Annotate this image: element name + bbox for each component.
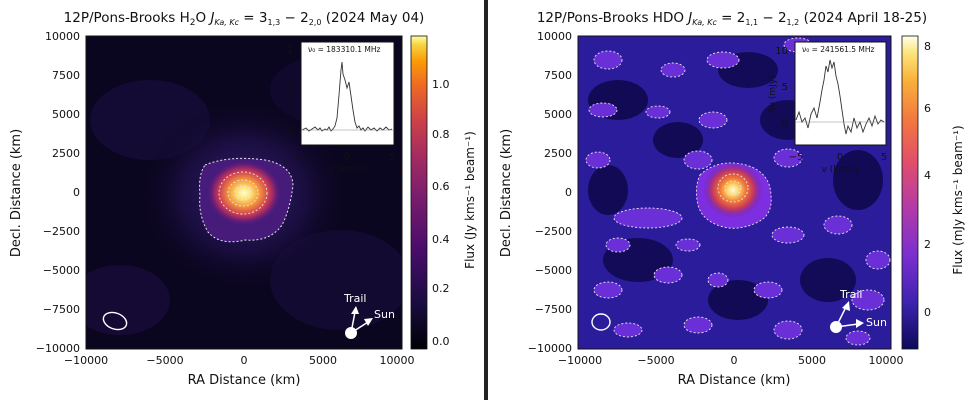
- inset-y-tick-10: 10: [775, 46, 788, 57]
- panel-divider: [484, 0, 488, 400]
- trail-label: Trail: [839, 288, 862, 301]
- x-tick: 0: [731, 354, 738, 367]
- trail-label: Trail: [343, 292, 366, 305]
- x-tick: −5000: [146, 354, 183, 367]
- cbar-tick: 0.2: [432, 282, 450, 295]
- x-tick: −10000: [558, 354, 602, 367]
- direction-arrows: Trail Sun: [343, 292, 395, 339]
- inset-y-tick-0: 0: [287, 126, 293, 137]
- inset-xlabel: v (km/s): [822, 165, 859, 175]
- colorbar-label: Flux (mJy kms⁻¹ beam⁻¹): [951, 125, 965, 274]
- sun-label: Sun: [374, 308, 395, 321]
- beam-ellipse: [102, 311, 128, 331]
- y-tick: 5000: [544, 108, 572, 121]
- y-axis-label: Decl. Distance (km): [9, 129, 24, 257]
- cbar-tick: 1.0: [432, 78, 450, 91]
- x-tick: 5000: [798, 354, 826, 367]
- cbar-tick: 0.0: [432, 335, 450, 348]
- x-tick: −5000: [637, 354, 674, 367]
- y-tick: 0: [73, 186, 80, 199]
- y-tick: 7500: [544, 69, 572, 82]
- inset-x-tick-0: 0: [344, 152, 350, 163]
- y-tick: −7500: [535, 303, 572, 316]
- inset-y-tick-1: 1: [287, 45, 293, 56]
- colorbar: [410, 35, 428, 350]
- direction-arrows: Trail Sun: [830, 288, 887, 333]
- cbar-tick: 8: [924, 40, 931, 53]
- inset-xlabel: v (km/s): [330, 165, 367, 175]
- y-tick: 2500: [52, 147, 80, 160]
- sun-label: Sun: [866, 316, 887, 329]
- cbar-tick: 0.8: [432, 128, 450, 141]
- y-tick: 2500: [544, 147, 572, 160]
- inset-x-tick-neg5: −5: [789, 152, 804, 163]
- x-axis-label: RA Distance (km): [678, 373, 791, 388]
- x-tick: 10000: [869, 354, 904, 367]
- y-axis-label: Decl. Distance (km): [499, 129, 514, 257]
- cbar-tick: 6: [924, 102, 931, 115]
- cbar-tick: 0.6: [432, 180, 450, 193]
- y-tick: 7500: [52, 69, 80, 82]
- h2o-map-panel: 12P/Pons-Brooks H2O JKa, Kc = 31,3 − 22,…: [0, 0, 484, 400]
- y-tick: 0: [565, 186, 572, 199]
- x-axis-label: RA Distance (km): [188, 373, 301, 388]
- h2o-flux-map: [86, 36, 402, 349]
- inset-ylabel: Sν (mJy): [768, 75, 778, 112]
- x-tick: 10000: [380, 354, 415, 367]
- beam-ellipse: [591, 313, 611, 331]
- inset-freq-label: ν₀ = 183310.1 MHz: [308, 45, 381, 54]
- cbar-tick: 0.4: [432, 233, 450, 246]
- y-tick: −10000: [36, 342, 80, 355]
- y-tick: −2500: [43, 225, 80, 238]
- inset-freq-label: ν₀ = 241561.5 MHz: [802, 45, 875, 54]
- cbar-tick: 0: [924, 306, 931, 319]
- h2o-spectrum-inset: ν₀ = 183310.1 MHz 1 0 Sν (Jy) −5 0 5 v (…: [285, 41, 395, 175]
- y-tick: 5000: [52, 108, 80, 121]
- y-tick: −7500: [43, 303, 80, 316]
- hdo-spectrum-inset: ν₀ = 241561.5 MHz 10 5 0 Sν (mJy) −5 0 5…: [768, 41, 887, 175]
- y-tick: −5000: [43, 264, 80, 277]
- x-tick: 0: [241, 354, 248, 367]
- inset-x-tick-5: 5: [389, 152, 395, 163]
- colorbar: [901, 35, 919, 350]
- inset-x-tick-5: 5: [881, 152, 887, 163]
- x-tick: −10000: [64, 354, 108, 367]
- y-tick: −5000: [535, 264, 572, 277]
- y-tick: −10000: [528, 342, 572, 355]
- inset-y-tick-0: 0: [782, 118, 788, 129]
- inset-y-tick-5: 5: [782, 82, 788, 93]
- y-tick: −2500: [535, 225, 572, 238]
- inset-ylabel: Sν (Jy): [285, 80, 295, 109]
- y-tick: 10000: [537, 30, 572, 43]
- x-tick: 5000: [309, 354, 337, 367]
- inset-x-tick-neg5: −5: [295, 152, 310, 163]
- colorbar-label: Flux (Jy kms⁻¹ beam⁻¹): [463, 131, 477, 269]
- left-title: 12P/Pons-Brooks H2O JKa, Kc = 31,3 − 22,…: [64, 10, 425, 28]
- inset-x-tick-0: 0: [837, 152, 843, 163]
- y-tick: 10000: [45, 30, 80, 43]
- right-title: 12P/Pons-Brooks HDO JKa, Kc = 21,1 − 21,…: [537, 10, 927, 27]
- cbar-tick: 2: [924, 238, 931, 251]
- hdo-map-panel: 12P/Pons-Brooks HDO JKa, Kc = 21,1 − 21,…: [488, 0, 972, 400]
- cbar-tick: 4: [924, 169, 931, 182]
